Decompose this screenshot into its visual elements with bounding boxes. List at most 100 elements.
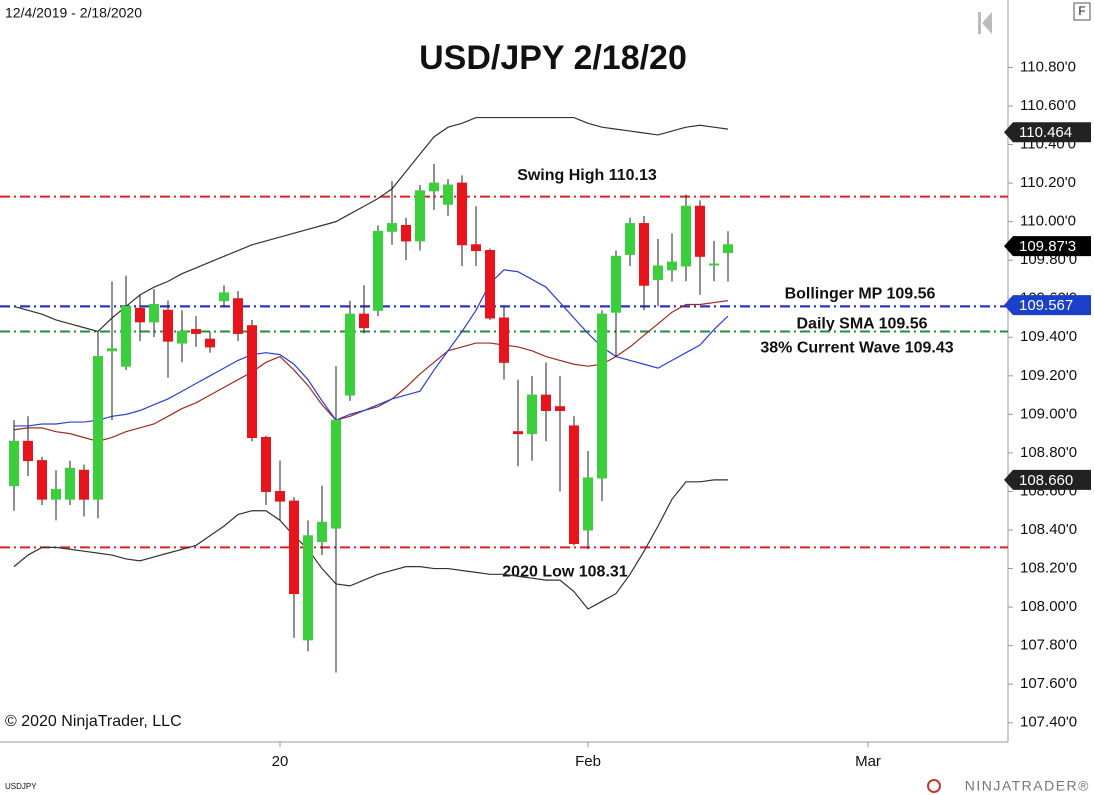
candle-body <box>289 500 299 595</box>
x-tick-label: 20 <box>272 753 289 770</box>
candle-body <box>471 244 481 252</box>
price-badge-shape <box>1004 236 1091 257</box>
logo: NINJATRADER® <box>927 778 1090 794</box>
candle-body <box>401 224 411 242</box>
candle-body <box>387 223 397 232</box>
date-range: 12/4/2019 - 2/18/2020 <box>5 5 142 21</box>
candle-body <box>93 356 103 500</box>
y-tick-label: 107.60'0 <box>1020 675 1077 692</box>
y-tick-label: 110.20'0 <box>1020 174 1076 191</box>
level-label: 2020 Low 108.31 <box>502 564 628 581</box>
y-tick-label: 110.00'0 <box>1020 213 1076 230</box>
instrument: USDJPY <box>5 782 37 791</box>
candle-body <box>191 329 201 334</box>
candle-body <box>695 205 705 257</box>
y-tick-label: 108.80'0 <box>1020 444 1077 461</box>
candle-body <box>527 394 537 435</box>
candle-body <box>51 489 61 500</box>
chart-title: USD/JPY 2/18/20 <box>419 39 687 77</box>
f-button[interactable]: F <box>1073 2 1091 21</box>
collapse-icon[interactable] <box>978 12 992 34</box>
candle-body <box>37 460 47 500</box>
candle-body <box>611 255 621 313</box>
candle-body <box>177 330 187 344</box>
price-badge-label: 109.567 <box>1019 297 1073 314</box>
y-tick-label: 107.40'0 <box>1020 714 1077 731</box>
candle-body <box>499 317 509 363</box>
f-button-box <box>1073 2 1091 21</box>
icon-arrow <box>982 12 992 34</box>
candle-body <box>569 425 579 544</box>
candle-body <box>163 309 173 342</box>
candle-body <box>597 313 607 479</box>
price-badge-label: 110.464 <box>1019 124 1072 141</box>
candle-body <box>653 265 663 280</box>
candle-body <box>443 184 453 205</box>
candle-body <box>415 190 425 242</box>
candle-body <box>723 244 733 253</box>
candle-body <box>121 305 131 367</box>
y-tick-label: 109.40'0 <box>1020 328 1077 345</box>
y-tick-label: 109.00'0 <box>1020 405 1077 422</box>
candle-body <box>205 338 215 348</box>
level-label: Bollinger MP 109.56 <box>785 286 936 303</box>
candle-body <box>79 469 89 500</box>
price-badge-shape <box>1004 469 1091 490</box>
candle-body <box>541 394 551 412</box>
price-badge-label: 109.87'3 <box>1019 238 1076 255</box>
y-tick-label: 108.00'0 <box>1020 598 1077 615</box>
candle-body <box>345 313 355 396</box>
x-tick-label: Feb <box>575 753 601 770</box>
level-label: Swing High 110.13 <box>517 167 657 184</box>
candle-body <box>261 436 271 492</box>
y-tick-label: 108.20'0 <box>1020 560 1077 577</box>
price-badge: 108.660 <box>1004 469 1091 490</box>
candle-body <box>513 431 523 435</box>
candle-body <box>639 223 649 286</box>
candle-body <box>247 325 257 438</box>
brand: NINJATRADER® <box>965 778 1090 794</box>
candle-body <box>457 182 467 246</box>
candle-body <box>65 467 75 500</box>
y-tick-label: 109.20'0 <box>1020 367 1077 384</box>
candle-body <box>317 521 327 543</box>
candle-body <box>555 406 565 412</box>
price-badge: 109.567 <box>1004 295 1091 316</box>
icon-bar <box>978 12 981 34</box>
level-label: Daily SMA 109.56 <box>796 316 927 333</box>
price-badge: 109.87'3 <box>1004 236 1091 257</box>
candle-body <box>303 535 313 641</box>
f-button-label: F <box>1078 4 1085 18</box>
candle-body <box>625 223 635 255</box>
y-tick-label: 108.40'0 <box>1020 521 1077 538</box>
price-badge-label: 108.660 <box>1019 472 1073 489</box>
credits: © 2020 NinjaTrader, LLC <box>5 713 182 730</box>
price-badge-shape <box>1004 295 1091 316</box>
x-tick-label: Mar <box>855 753 881 770</box>
price-badge-shape <box>1004 122 1091 143</box>
level-label: 38% Current Wave 109.43 <box>760 340 953 357</box>
candle-body <box>583 477 593 531</box>
candle-body <box>219 292 229 302</box>
candle-body <box>149 304 159 323</box>
indicator-line <box>13 479 728 610</box>
candle-body <box>359 313 369 329</box>
candle-body <box>233 298 243 334</box>
candle-body <box>135 307 145 323</box>
candle-body <box>681 205 691 267</box>
indicator-line <box>13 300 729 442</box>
y-tick-label: 107.80'0 <box>1020 637 1077 654</box>
candle-body <box>667 261 677 271</box>
candle-body <box>9 440 19 487</box>
candle-body <box>485 250 495 319</box>
candle-body <box>23 440 33 462</box>
y-tick-label: 110.60'0 <box>1020 97 1076 114</box>
indicator-line <box>13 116 729 333</box>
logo-icon <box>927 779 941 793</box>
candle-body <box>107 348 117 352</box>
indicator-line <box>14 269 729 427</box>
y-tick-label: 110.80'0 <box>1020 58 1076 75</box>
candle-body <box>275 490 285 502</box>
